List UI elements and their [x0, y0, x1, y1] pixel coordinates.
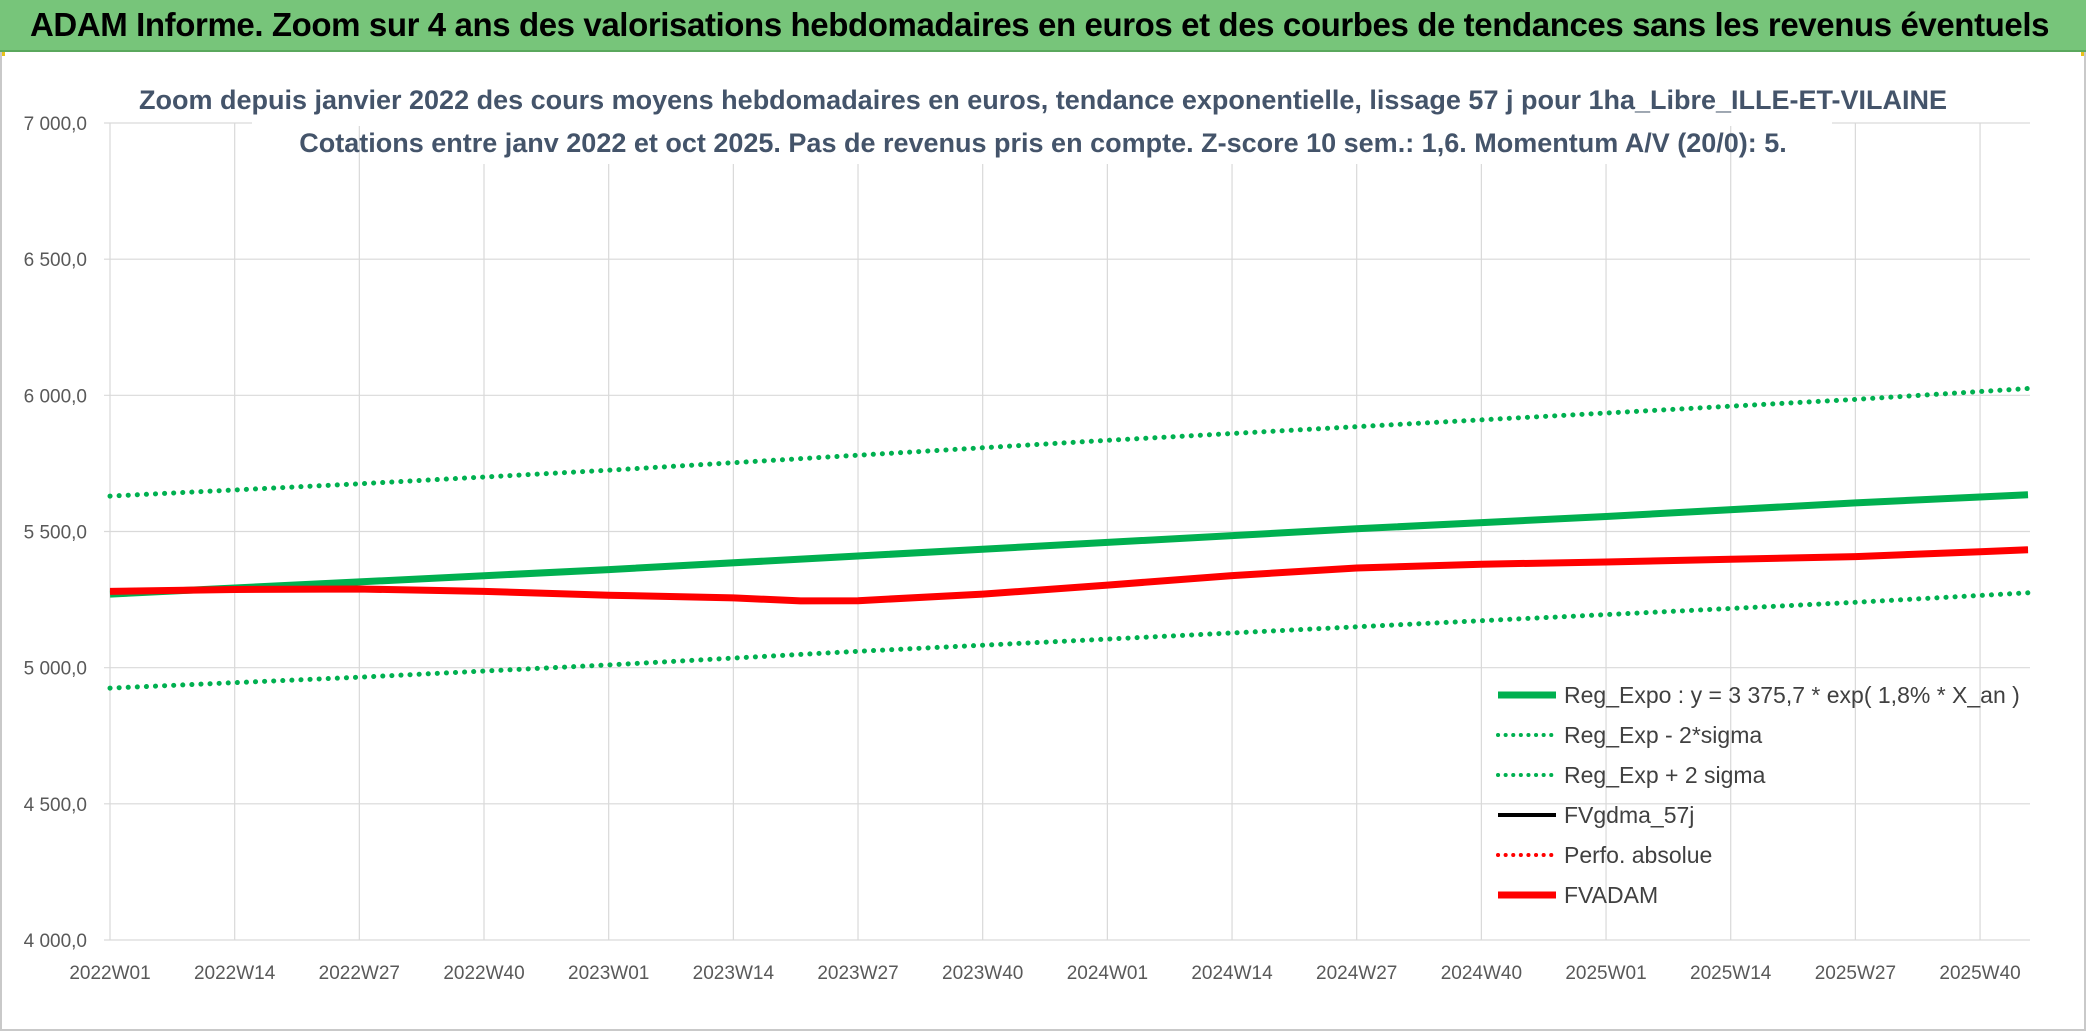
grid	[104, 122, 2030, 941]
x-tick-label: 2024W40	[1441, 963, 1522, 984]
y-tick-label: 6 000,0	[24, 386, 87, 407]
y-axis: 4 000,0 4 500,0 5 000,0 5 500,0 6 000,0 6 500…	[24, 114, 87, 952]
x-tick-label: 2022W40	[443, 963, 524, 984]
x-tick-label: 2023W27	[817, 963, 898, 984]
banner-title: ADAM Informe. Zoom sur 4 ans des valoris…	[30, 6, 2050, 43]
y-tick-label: 4 500,0	[24, 795, 87, 816]
chart-frame	[0, 52, 2086, 1031]
x-tick-label: 2023W14	[693, 963, 775, 984]
series-line-reg-exp-2-sigma	[107, 386, 2031, 499]
series-line-fvadam	[109, 546, 2029, 605]
legend-label: FVADAM	[1564, 882, 1658, 908]
x-tick-label: 2025W14	[1690, 963, 1772, 984]
legend-label: FVgdma_57j	[1564, 802, 1694, 828]
legend-label: Reg_Exp + 2 sigma	[1564, 762, 1766, 788]
x-tick-label: 2024W27	[1316, 963, 1397, 984]
legend-label: Reg_Exp - 2*sigma	[1564, 722, 1762, 748]
chart-title-line1: Zoom depuis janvier 2022 des cours moyen…	[139, 85, 1947, 115]
x-tick-label: 2024W01	[1067, 963, 1148, 984]
x-tick-label: 2022W01	[69, 963, 150, 984]
series-line-reg-exp-2-sigma	[107, 590, 2031, 691]
legend-label: Reg_Expo : y = 3 375,7 * exp( 1,8% * X_a…	[1564, 682, 2020, 708]
x-axis: 2022W01 2022W14 2022W27 2022W40 2023W01 2023W…	[69, 963, 2020, 984]
y-tick-label: 5 000,0	[24, 659, 87, 680]
y-tick-label: 7 000,0	[24, 114, 87, 135]
legend-label: Perfo. absolue	[1564, 842, 1712, 868]
x-tick-label: 2025W27	[1815, 963, 1896, 984]
corner-accent-right	[2081, 52, 2086, 56]
y-tick-label: 6 500,0	[24, 250, 87, 271]
title-backdrop-1	[252, 82, 1832, 126]
y-tick-label: 5 500,0	[24, 523, 87, 544]
x-tick-label: 2022W27	[319, 963, 400, 984]
x-tick-label: 2023W01	[568, 963, 649, 984]
x-tick-label: 2023W40	[942, 963, 1023, 984]
x-tick-label: 2025W01	[1565, 963, 1646, 984]
x-tick-label: 2022W14	[194, 963, 276, 984]
legend: Reg_Expo : y = 3 375,7 * exp( 1,8% * X_a…	[1496, 682, 2020, 908]
series-line-reg-expo-y-3-375-7-exp-1-8-x-an	[109, 491, 2029, 598]
x-tick-label: 2024W14	[1191, 963, 1273, 984]
x-tick-label: 2025W40	[1939, 963, 2020, 984]
corner-accent-left	[0, 52, 5, 56]
series-group	[107, 386, 2031, 691]
chart-title-line2: Cotations entre janv 2022 et oct 2025. P…	[299, 128, 1787, 158]
y-tick-label: 4 000,0	[24, 931, 87, 952]
banner: ADAM Informe. Zoom sur 4 ans des valoris…	[0, 0, 2086, 52]
title-backdrop-2	[372, 122, 1716, 164]
